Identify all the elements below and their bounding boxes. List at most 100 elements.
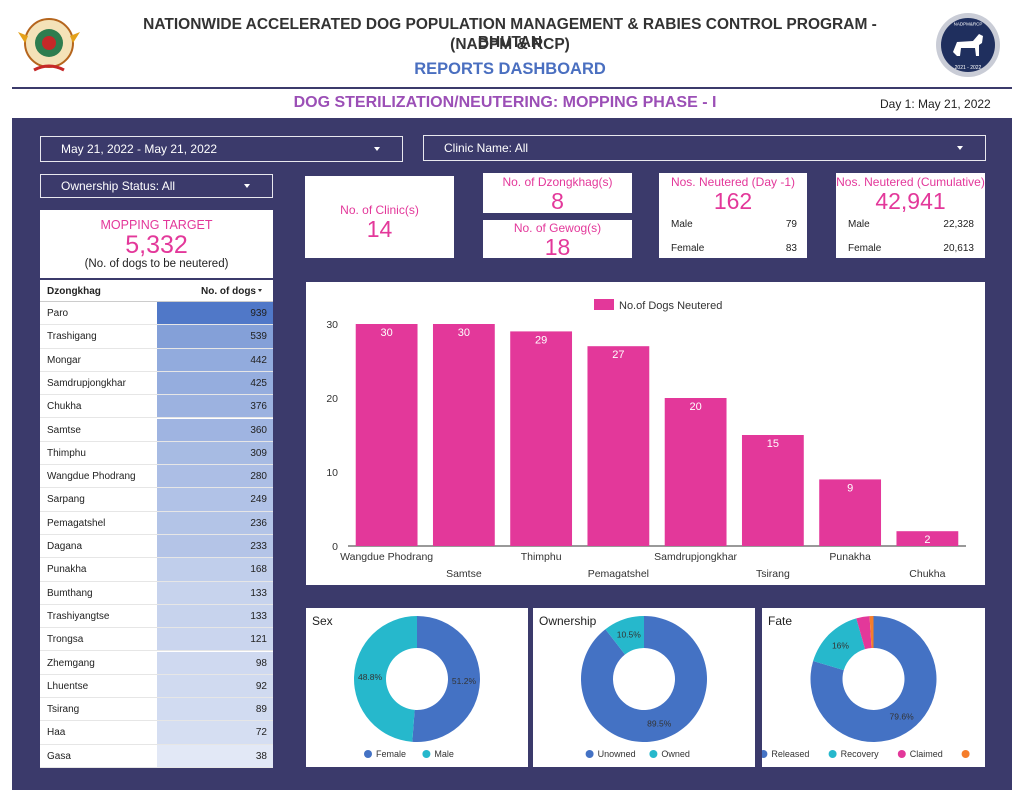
value-heat-cell <box>157 465 273 488</box>
table-row[interactable]: Punakha 168 <box>40 558 273 582</box>
bar[interactable] <box>664 398 727 546</box>
day1-female-value: 83 <box>785 243 797 254</box>
legend-label: Unowned <box>598 749 636 759</box>
donut-slice[interactable] <box>813 618 866 671</box>
column-header-dogs[interactable]: No. of dogs <box>201 286 256 297</box>
fate-donut-card: Fate 79.6% 16% Released Recovery Claimed <box>759 608 985 767</box>
cumulative-male-label: Male <box>848 219 870 230</box>
gewogs-kpi-label: No. of Gewog(s) <box>513 221 602 235</box>
value-heat-cell <box>157 371 273 395</box>
table-row[interactable]: Zhemgang 98 <box>40 651 273 675</box>
badge-top-text: NADPM&RCP <box>954 22 983 27</box>
table-row[interactable]: Mongar 442 <box>40 348 273 372</box>
table-row[interactable]: Dagana 233 <box>40 535 273 559</box>
table-row[interactable]: Trongsa 121 <box>40 628 273 652</box>
x-tick-label: Wangdue Phodrang <box>340 551 433 563</box>
table-row[interactable]: Samdrupjongkhar 425 <box>40 371 273 396</box>
dog-count: 89 <box>255 704 267 716</box>
bar-data-label: 27 <box>612 349 624 361</box>
bar[interactable] <box>587 346 650 546</box>
table-row[interactable]: Pemagatshel 236 <box>40 511 273 535</box>
mopping-target-card: MOPPING TARGET 5,332 (No. of dogs to be … <box>40 210 273 278</box>
ownership-filter-value: Ownership Status: All <box>61 179 176 193</box>
dog-count: 72 <box>255 727 267 739</box>
table-row[interactable]: Gasa 38 <box>40 744 273 768</box>
legend-label: Owned <box>661 749 690 759</box>
dzongkhag-name: Gasa <box>47 750 71 762</box>
value-heat-cell <box>157 302 273 325</box>
value-heat-cell <box>157 348 273 371</box>
table-row[interactable]: Trashiyangtse 133 <box>40 604 273 629</box>
bar[interactable] <box>741 435 804 546</box>
slice-percent-label: 89.5% <box>647 718 672 728</box>
ownership-filter[interactable]: Ownership Status: All <box>40 174 273 198</box>
table-row[interactable]: Trashigang 539 <box>40 325 273 349</box>
legend-dot <box>961 750 970 758</box>
dzongkhag-name: Pemagatshel <box>47 517 106 529</box>
date-range-value: May 21, 2022 - May 21, 2022 <box>61 142 218 156</box>
table-row[interactable]: Lhuentse 92 <box>40 674 273 699</box>
table-row[interactable]: Chukha 376 <box>40 395 273 419</box>
bar-data-label: 30 <box>381 327 393 339</box>
bar[interactable] <box>819 479 882 546</box>
table-row[interactable]: Tsirang 89 <box>40 698 273 722</box>
cumulative-male-value: 22,328 <box>943 219 974 230</box>
bar[interactable] <box>432 324 495 546</box>
bar-data-label: 15 <box>767 438 779 450</box>
value-heat-cell <box>157 535 273 558</box>
bar[interactable] <box>510 331 573 546</box>
table-row[interactable]: Wangdue Phodrang 280 <box>40 465 273 489</box>
donut-slice[interactable] <box>869 616 874 649</box>
dog-count: 425 <box>250 377 267 389</box>
chevron-down-icon[interactable] <box>244 184 250 188</box>
dzongkhag-name: Wangdue Phodrang <box>47 471 136 483</box>
dog-count: 249 <box>250 494 267 506</box>
value-heat-cell <box>157 325 273 348</box>
sort-desc-icon[interactable] <box>258 289 262 292</box>
page-subtitle: DOG STERILIZATION/NEUTERING: MOPPING PHA… <box>293 94 717 111</box>
x-tick-label: Pemagatshel <box>588 568 649 580</box>
donut-slice[interactable] <box>581 616 707 742</box>
ownership-donut-svg: 89.5% 10.5% Unowned Owned <box>581 616 707 759</box>
table-row[interactable]: Samtse 360 <box>40 418 273 442</box>
clinic-filter[interactable]: Clinic Name: All <box>423 135 986 161</box>
dzongkhag-name: Punakha <box>47 564 87 576</box>
table-row[interactable]: Paro 939 <box>40 302 273 326</box>
donut-slice[interactable] <box>353 616 417 742</box>
target-label: MOPPING TARGET <box>100 218 213 232</box>
chevron-down-icon[interactable] <box>374 147 380 151</box>
day1-neutered-card: Nos. Neutered (Day -1) 162 Male 79 Femal… <box>659 173 807 258</box>
dzongkhag-name: Paro <box>47 308 69 319</box>
chevron-down-icon[interactable] <box>957 146 963 150</box>
dog-count: 939 <box>250 308 267 319</box>
y-tick-label: 0 <box>332 541 338 553</box>
donut-slice[interactable] <box>856 616 872 650</box>
date-range-filter[interactable]: May 21, 2022 - May 21, 2022 <box>40 136 403 162</box>
program-title: NATIONWIDE ACCELERATED DOG POPULATION MA… <box>143 16 877 51</box>
column-header-dzongkhag[interactable]: Dzongkhag <box>47 286 101 297</box>
table-row[interactable]: Haa 72 <box>40 721 273 745</box>
value-heat-cell <box>157 651 273 674</box>
donut-slice[interactable] <box>810 616 937 742</box>
legend-dot <box>759 750 768 758</box>
table-row[interactable]: Bumthang 133 <box>40 581 273 605</box>
donut-slice[interactable] <box>412 616 480 742</box>
ownership-chart-title: Ownership <box>539 614 597 628</box>
dzongkhag-name: Tsirang <box>47 704 80 716</box>
value-heat-cell <box>157 674 273 698</box>
bar[interactable] <box>355 324 418 546</box>
table-row[interactable]: Thimphu 309 <box>40 441 273 466</box>
donut-legend: Female Male <box>364 749 454 759</box>
bar-data-label: 9 <box>847 482 853 494</box>
table-row[interactable]: Sarpang 249 <box>40 488 273 512</box>
cumulative-neutered-card: Nos. Neutered (Cumulative) 42,941 Male 2… <box>836 173 985 258</box>
bar-data-label: 2 <box>924 534 930 546</box>
bar-data-label: 20 <box>690 401 702 413</box>
slice-percent-label: 79.6% <box>890 712 915 722</box>
day1-kpi-label: Nos. Neutered (Day -1) <box>670 175 796 189</box>
bar[interactable] <box>896 531 959 546</box>
dog-count: 233 <box>250 541 267 552</box>
bhutan-emblem-logo <box>14 10 84 80</box>
donut-slice[interactable] <box>605 616 644 655</box>
cumulative-kpi-value: 42,941 <box>875 188 946 214</box>
